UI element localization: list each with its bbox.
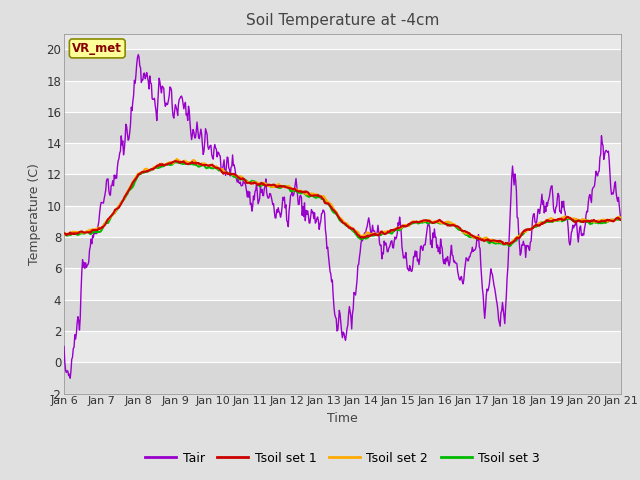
Bar <box>64 268 621 300</box>
X-axis label: Time: Time <box>327 412 358 425</box>
Text: VR_met: VR_met <box>72 42 122 55</box>
Bar <box>64 300 621 331</box>
Bar <box>64 174 621 206</box>
Bar <box>64 206 621 237</box>
Title: Soil Temperature at -4cm: Soil Temperature at -4cm <box>246 13 439 28</box>
Legend: Tair, Tsoil set 1, Tsoil set 2, Tsoil set 3: Tair, Tsoil set 1, Tsoil set 2, Tsoil se… <box>140 447 545 469</box>
Bar <box>64 237 621 268</box>
Bar <box>64 49 621 81</box>
Bar <box>64 112 621 143</box>
Bar <box>64 331 621 362</box>
Y-axis label: Temperature (C): Temperature (C) <box>28 163 41 264</box>
Bar <box>64 143 621 174</box>
Bar <box>64 81 621 112</box>
Bar <box>64 362 621 394</box>
